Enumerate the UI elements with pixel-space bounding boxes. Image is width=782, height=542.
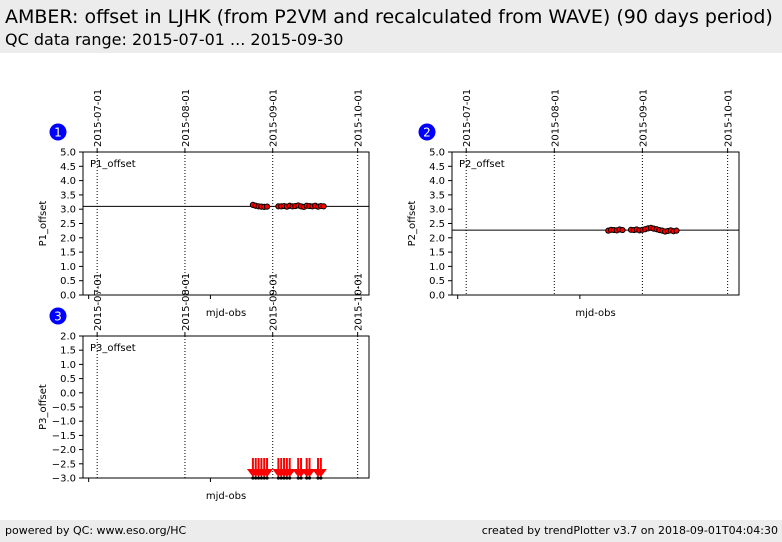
out-of-range-arrow-head xyxy=(303,469,316,477)
panel-label: P1_offset xyxy=(90,159,136,170)
panel-number-badge xyxy=(418,123,436,141)
date-tick-label: 2015-08-01 xyxy=(181,273,192,331)
plot-frame xyxy=(82,335,370,479)
panel-label: P3_offset xyxy=(90,343,136,354)
panel-number-badge xyxy=(49,123,67,141)
data-point xyxy=(276,476,280,480)
y-axis-label: P3_offset xyxy=(38,384,49,430)
y-tick-label: 1.5 xyxy=(60,346,76,357)
data-point xyxy=(296,476,300,480)
panel-number-badge xyxy=(49,307,67,325)
panel-number: 1 xyxy=(54,126,62,140)
y-tick-label: 0.5 xyxy=(60,276,76,287)
plot-frame xyxy=(451,151,740,296)
y-tick-label: 3.5 xyxy=(429,190,445,201)
out-of-range-arrow-head xyxy=(314,469,327,477)
x-axis-label: mjd-obs xyxy=(575,308,615,319)
data-point xyxy=(263,203,271,210)
y-tick-label: 2.5 xyxy=(429,219,445,230)
data-point xyxy=(673,227,680,234)
date-tick-label: 2015-10-01 xyxy=(354,273,365,331)
panel-number: 3 xyxy=(54,310,62,324)
y-tick-label: 4.0 xyxy=(429,176,445,187)
chart-panel-1: 2015-07-01 2015-08-01 2015-09-01 2015-10-01… xyxy=(38,89,370,319)
out-of-range-arrow-head xyxy=(283,469,296,477)
data-point xyxy=(288,476,292,480)
panel-number: 2 xyxy=(423,126,431,140)
data-point xyxy=(282,476,286,480)
y-tick-label: −3.0 xyxy=(52,474,76,485)
y-tick-label: 2.0 xyxy=(429,233,445,244)
powered-by-link[interactable]: powered by QC: www.eso.org/HC xyxy=(5,524,187,537)
y-tick-label: −0.5 xyxy=(52,403,76,414)
data-point xyxy=(299,476,303,480)
date-tick-label: 2015-07-01 xyxy=(93,89,104,147)
panel-label: P2_offset xyxy=(459,159,505,170)
y-tick-label: 0.0 xyxy=(429,291,445,302)
y-tick-label: 4.5 xyxy=(60,162,76,173)
y-axis-label: P2_offset xyxy=(407,201,418,247)
data-point xyxy=(319,476,323,480)
date-tick-label: 2015-07-01 xyxy=(93,273,104,331)
data-range-subtitle: QC data range: 2015-07-01 ... 2015-09-30 xyxy=(5,30,344,49)
x-axis-label: mjd-obs xyxy=(206,308,246,319)
y-tick-label: 1.0 xyxy=(429,262,445,273)
chart-panel-2: 2015-07-01 2015-08-01 2015-09-01 2015-10-01… xyxy=(407,89,740,319)
data-point xyxy=(305,476,309,480)
y-tick-label: −2.0 xyxy=(52,445,76,456)
y-tick-label: 0.0 xyxy=(60,388,76,399)
report-title: AMBER: offset in LJHK (from P2VM and rec… xyxy=(5,6,773,28)
date-tick-label: 2015-09-01 xyxy=(269,89,280,147)
date-tick-label: 2015-08-01 xyxy=(181,89,192,147)
y-tick-label: 3.0 xyxy=(60,205,76,216)
out-of-range-arrow-head xyxy=(261,469,274,477)
y-tick-label: 1.0 xyxy=(60,262,76,273)
chart-panel-3: 2015-07-01 2015-08-01 2015-09-01 2015-10-01… xyxy=(38,273,370,502)
y-tick-label: 4.5 xyxy=(429,162,445,173)
report-footer: powered by QC: www.eso.org/HC created by… xyxy=(0,520,782,542)
data-point xyxy=(619,226,626,234)
date-tick-label: 2015-09-01 xyxy=(269,273,280,331)
y-tick-label: −1.5 xyxy=(52,431,76,442)
data-point xyxy=(251,476,255,480)
y-tick-label: −2.5 xyxy=(52,459,76,470)
data-point xyxy=(259,476,263,480)
plot-frame xyxy=(82,151,370,296)
date-tick-label: 2015-10-01 xyxy=(724,89,735,147)
y-tick-label: −1.0 xyxy=(52,417,76,428)
data-point xyxy=(279,476,283,480)
y-tick-label: 4.0 xyxy=(60,176,76,187)
y-tick-label: 1.5 xyxy=(60,248,76,259)
date-tick-label: 2015-08-01 xyxy=(550,89,561,147)
data-point xyxy=(320,203,327,210)
y-tick-label: 0.0 xyxy=(60,291,76,302)
data-point xyxy=(262,476,266,480)
y-tick-label: 2.0 xyxy=(60,332,76,343)
y-tick-label: 5.0 xyxy=(429,148,445,159)
data-point xyxy=(285,476,289,480)
y-tick-label: 3.5 xyxy=(60,190,76,201)
date-tick-label: 2015-09-01 xyxy=(638,89,649,147)
data-point xyxy=(256,476,261,480)
data-point xyxy=(316,476,320,480)
data-point xyxy=(307,476,312,480)
data-point xyxy=(254,476,258,480)
y-tick-label: 3.0 xyxy=(429,205,445,216)
x-axis-label: mjd-obs xyxy=(206,491,246,502)
report-header: AMBER: offset in LJHK (from P2VM and rec… xyxy=(0,0,782,53)
y-tick-label: 2.5 xyxy=(60,219,76,230)
data-point xyxy=(265,476,269,480)
date-tick-label: 2015-10-01 xyxy=(354,89,365,147)
y-axis-label: P1_offset xyxy=(38,201,49,247)
y-tick-label: 2.0 xyxy=(60,233,76,244)
date-tick-label: 2015-07-01 xyxy=(462,89,473,147)
y-tick-label: 1.0 xyxy=(60,360,76,371)
y-tick-label: 0.5 xyxy=(60,374,76,385)
y-tick-label: 1.5 xyxy=(429,248,445,259)
y-tick-label: 5.0 xyxy=(60,148,76,159)
created-by-note: created by trendPlotter v3.7 on 2018-09-… xyxy=(481,524,778,537)
y-tick-label: 0.5 xyxy=(429,276,445,287)
